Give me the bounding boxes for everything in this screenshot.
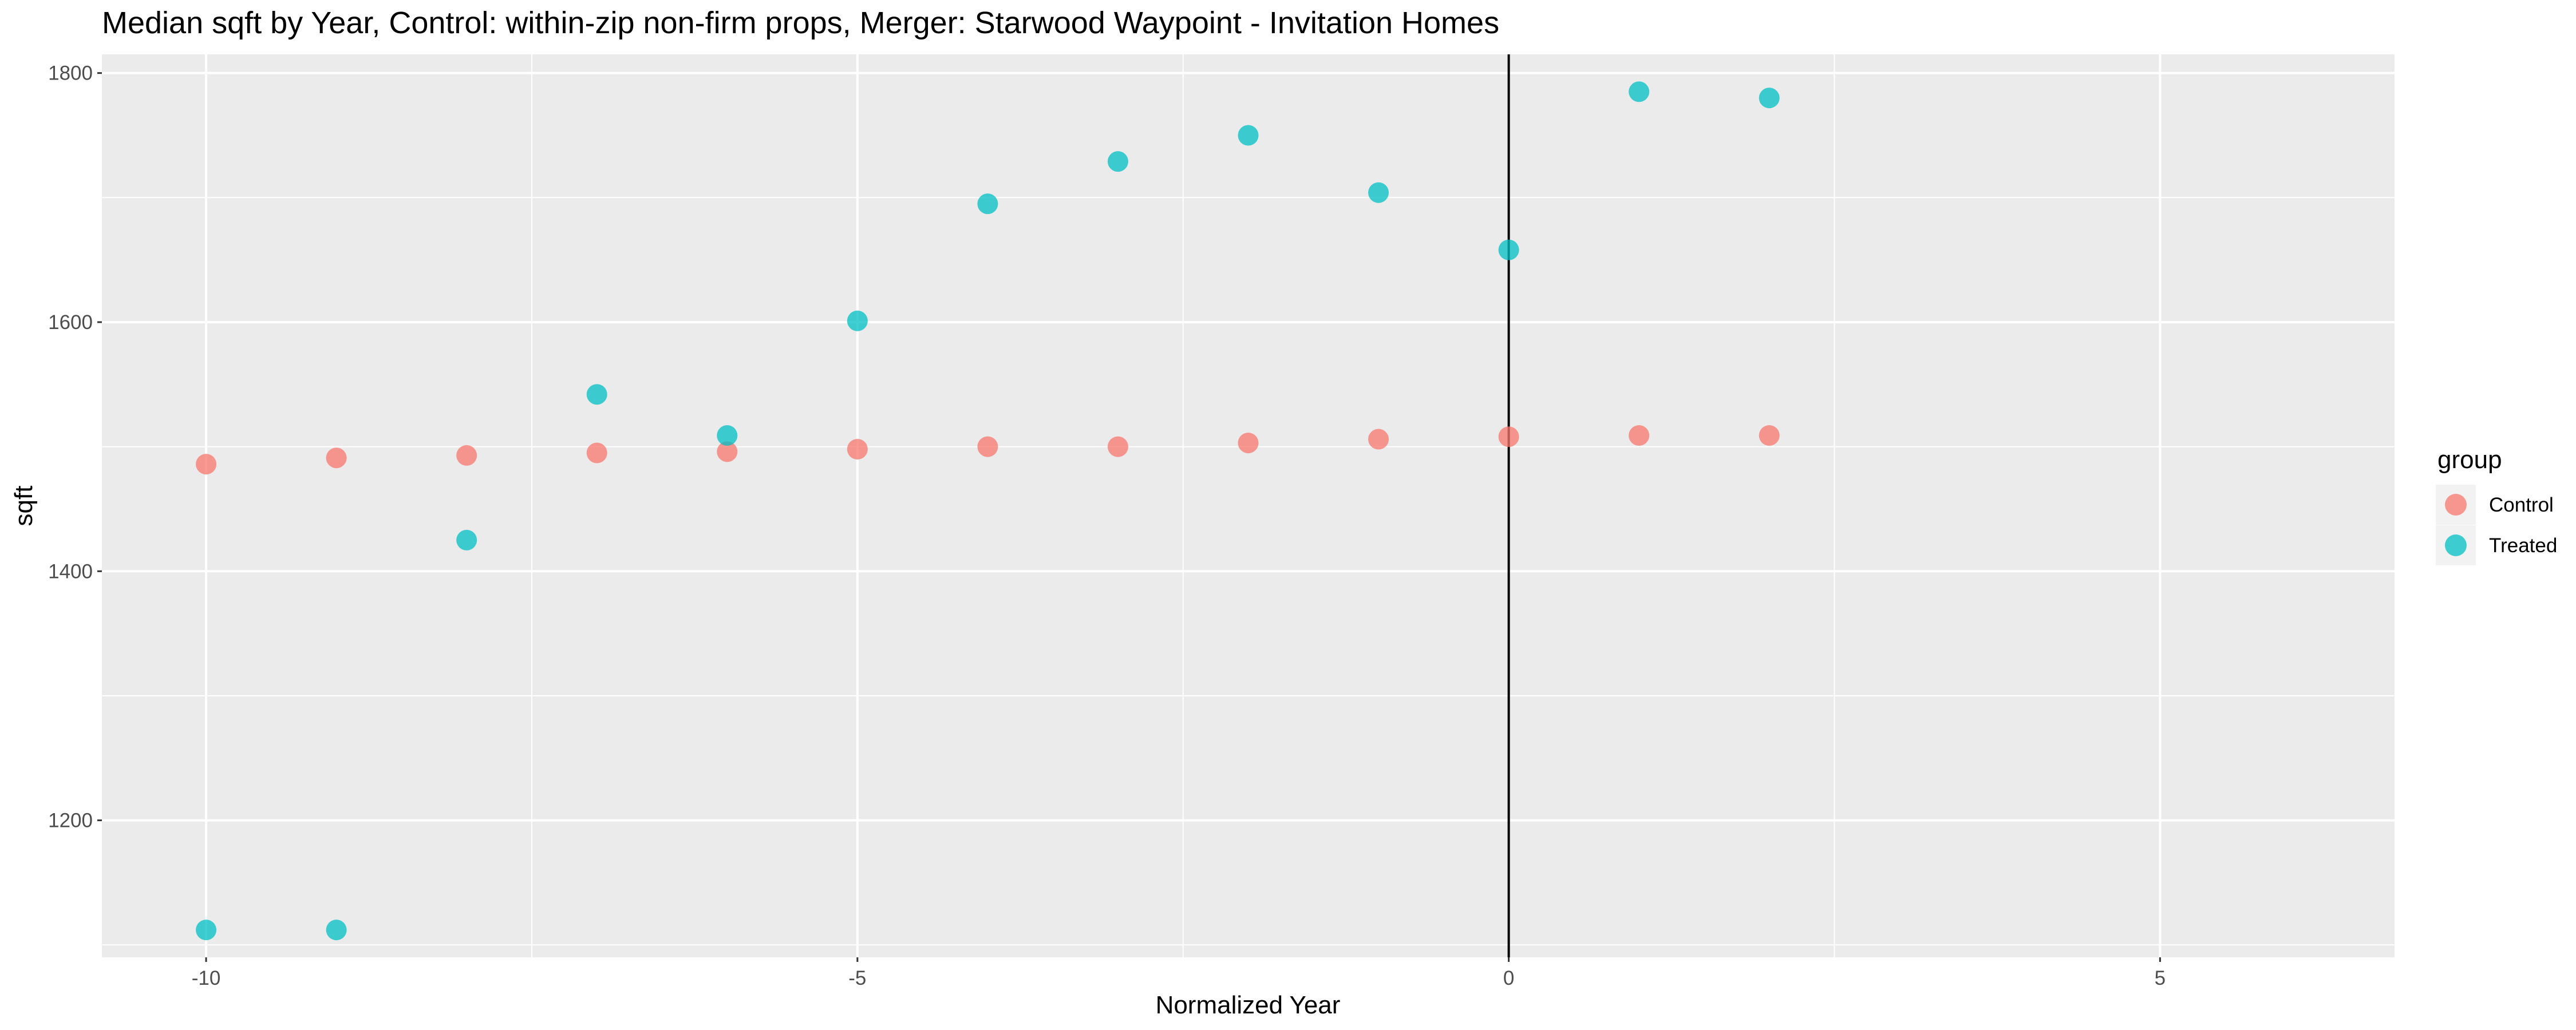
point-control [847,438,868,459]
point-treated [456,529,477,550]
point-control [1759,425,1780,446]
chart-title: Median sqft by Year, Control: within-zip… [102,6,1499,40]
points-layer [196,81,1780,941]
y-axis: 1200 1400 1600 1800 [48,62,102,832]
point-control [977,436,998,457]
y-tick-label: 1800 [48,62,93,85]
legend-title: group [2437,446,2502,474]
point-treated [847,310,868,331]
point-treated [1498,239,1519,260]
legend-label-control: Control [2489,494,2554,516]
point-control [1629,425,1650,446]
point-control [717,441,738,462]
point-treated [196,920,217,941]
point-control [1238,433,1259,454]
point-treated [586,384,607,405]
point-treated [1759,88,1780,109]
point-treated [1238,125,1259,146]
point-control [456,445,477,466]
point-treated [1107,151,1128,172]
point-treated [1629,81,1650,102]
x-axis-title: Normalized Year [1156,991,1341,1019]
point-control [1368,429,1389,450]
legend: group Control Treated [2436,446,2557,565]
x-axis: -10 -5 0 5 [192,957,2166,989]
x-tick-label: -10 [192,967,221,989]
point-treated [326,920,347,941]
point-control [1107,436,1128,457]
point-treated [1368,182,1389,203]
y-tick-label: 1600 [48,311,93,334]
legend-label-treated: Treated [2489,534,2557,557]
legend-marker-treated [2445,534,2467,556]
point-control [326,447,347,469]
point-control [1498,426,1519,447]
grid-major [102,54,2395,957]
point-control [196,454,217,475]
x-tick-label: -5 [848,967,866,989]
x-tick-label: 0 [1503,967,1514,989]
y-tick-label: 1200 [48,810,93,832]
point-treated [717,425,738,446]
legend-items: Control Treated [2436,485,2557,565]
point-treated [977,193,998,215]
y-tick-label: 1400 [48,560,93,583]
point-control [586,442,607,464]
y-axis-title: sqft [10,486,38,526]
plot-panel [102,54,2395,957]
legend-marker-control [2445,494,2467,516]
x-tick-label: 5 [2155,967,2166,989]
